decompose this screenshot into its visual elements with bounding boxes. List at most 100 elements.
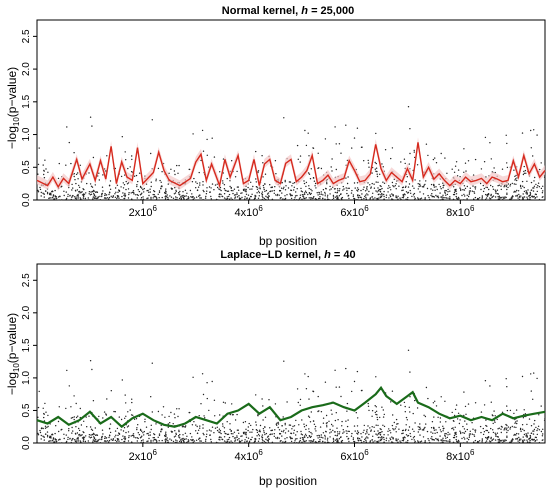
snp-point <box>459 419 461 421</box>
snp-point <box>193 440 196 442</box>
snp-point <box>73 196 76 198</box>
snp-point <box>289 424 292 426</box>
snp-point <box>54 189 56 192</box>
snp-point <box>350 192 353 194</box>
snp-point <box>91 125 93 127</box>
snp-point <box>254 439 256 441</box>
snp-point <box>406 176 408 178</box>
snp-point <box>77 193 79 196</box>
snp-point <box>99 199 102 201</box>
snp-point <box>305 185 307 188</box>
snp-point <box>385 439 387 442</box>
snp-point <box>40 191 42 194</box>
snp-point <box>261 438 263 440</box>
snp-point <box>257 197 260 199</box>
snp-point <box>458 197 460 200</box>
snp-point <box>389 195 392 198</box>
snp-point <box>380 438 383 441</box>
snp-point <box>179 196 182 198</box>
snp-point <box>383 441 385 443</box>
snp-point <box>114 439 117 442</box>
snp-point <box>178 429 180 431</box>
snp-point <box>387 430 389 432</box>
snp-point <box>401 429 404 432</box>
snp-point <box>90 191 92 193</box>
snp-point <box>483 431 486 433</box>
snp-point <box>104 194 106 197</box>
snp-point <box>94 184 97 186</box>
snp-point <box>226 198 228 201</box>
snp-point <box>413 430 415 433</box>
snp-point <box>85 192 87 194</box>
snp-point <box>509 426 512 429</box>
snp-point <box>472 428 474 430</box>
snp-point <box>102 190 104 192</box>
snp-point <box>169 195 171 197</box>
snp-point <box>519 427 522 430</box>
snp-point <box>445 437 447 439</box>
snp-point <box>526 180 528 182</box>
snp-point <box>155 178 157 180</box>
snp-point <box>490 194 492 197</box>
snp-point <box>223 440 226 442</box>
snp-point <box>375 406 377 408</box>
snp-point <box>291 185 293 187</box>
snp-point <box>417 426 419 428</box>
snp-point <box>135 437 137 439</box>
snp-point <box>348 197 350 200</box>
snp-point <box>542 433 544 435</box>
snp-point <box>133 418 136 420</box>
snp-point <box>329 193 331 195</box>
snp-point <box>478 440 481 442</box>
snp-point <box>293 425 296 427</box>
snp-point <box>198 437 201 439</box>
snp-point <box>120 442 122 444</box>
snp-point <box>101 195 103 198</box>
snp-point <box>449 433 451 435</box>
snp-point <box>247 437 250 439</box>
snp-point <box>271 186 273 189</box>
snp-point <box>439 442 442 444</box>
snp-point <box>480 168 483 170</box>
snp-point <box>245 188 247 191</box>
snp-point <box>63 190 65 192</box>
snp-point <box>490 401 492 403</box>
y-tick-label: 1.0 <box>21 371 32 385</box>
snp-point <box>148 191 150 193</box>
snp-point <box>454 189 456 191</box>
snp-point <box>300 190 303 192</box>
snp-point <box>46 434 49 437</box>
snp-point <box>473 192 476 194</box>
snp-point <box>291 428 293 430</box>
snp-point <box>265 198 267 201</box>
snp-point <box>75 416 78 419</box>
snp-point <box>58 406 60 408</box>
snp-point <box>117 438 119 440</box>
snp-point <box>376 442 378 444</box>
snp-point <box>244 188 246 190</box>
y-tick-label: 0.5 <box>21 403 32 417</box>
snp-point <box>497 196 499 198</box>
snp-point <box>501 426 503 428</box>
snp-point <box>200 440 202 442</box>
snp-point <box>530 129 532 132</box>
snp-point <box>284 422 286 425</box>
snp-point <box>92 439 95 441</box>
snp-point <box>149 188 151 190</box>
snp-point <box>317 152 319 154</box>
snp-point <box>371 410 374 412</box>
snp-point <box>233 188 236 190</box>
snp-point <box>392 438 394 440</box>
snp-point <box>332 429 334 432</box>
snp-point <box>318 434 320 437</box>
snp-point <box>411 195 413 198</box>
snp-point <box>53 441 55 443</box>
snp-point <box>90 193 93 195</box>
snp-point <box>166 194 168 196</box>
snp-point <box>82 194 85 196</box>
snp-point <box>161 428 163 431</box>
snp-point <box>222 425 224 427</box>
snp-point <box>356 425 359 427</box>
snp-point <box>338 195 341 197</box>
snp-point <box>504 196 506 198</box>
